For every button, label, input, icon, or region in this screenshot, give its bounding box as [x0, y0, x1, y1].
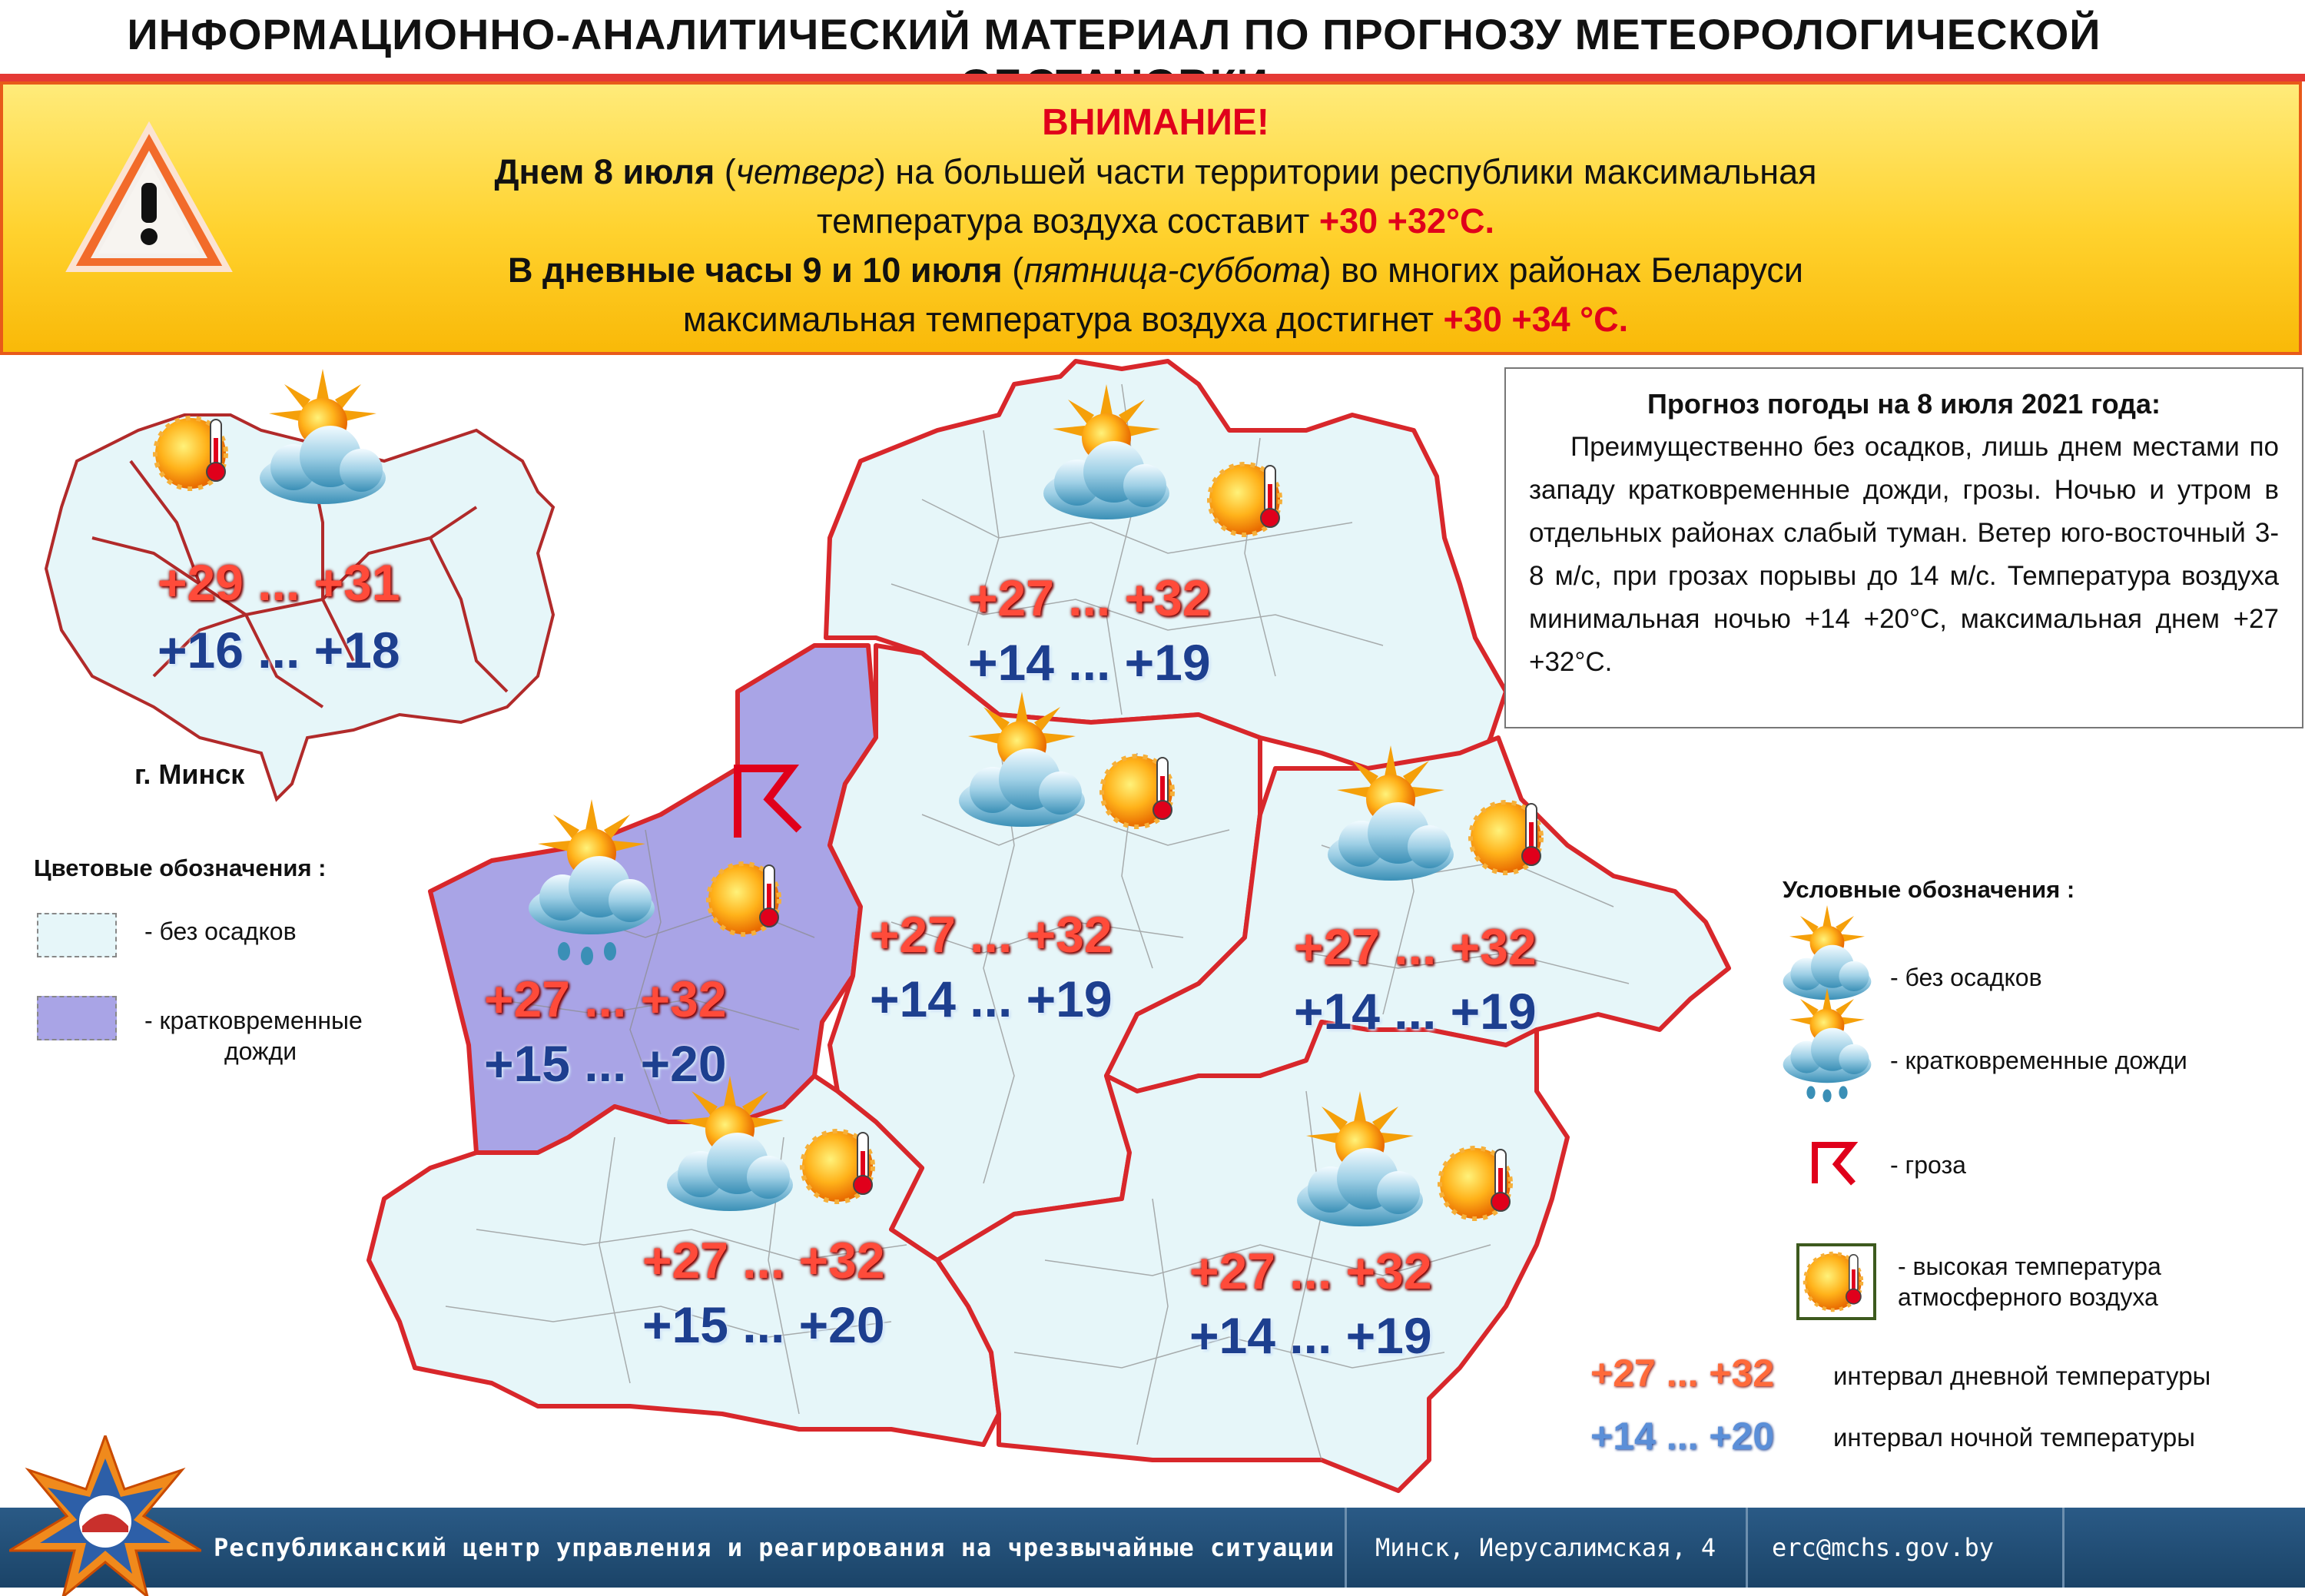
symbol-heat-label-2: атмосферного воздуха [1898, 1283, 2158, 1311]
footer-divider [2062, 1508, 2065, 1588]
symbol-thunder-label: - гроза [1890, 1151, 1966, 1179]
footer-divider [1345, 1508, 1347, 1588]
vitebsk-night-temp: +14 ... +19 [968, 634, 1211, 691]
emergency-emblem-icon [9, 1435, 201, 1596]
warning-line-3: В дневные часы 9 и 10 июля (пятница-субб… [507, 251, 1804, 290]
footer-organization: Республиканский центр управления и реаги… [214, 1533, 1335, 1562]
symbol-short-rain-label: - кратковременные дожди [1890, 1047, 2187, 1074]
minsk-label: г. Минск [134, 758, 245, 790]
high-temp-icon [708, 864, 779, 934]
no-precip-swatch [37, 913, 117, 957]
no-precip-label: - без осадков [144, 917, 297, 945]
legend-night-temp-label: интервал ночной температуры [1833, 1423, 2195, 1452]
footer-divider [1746, 1508, 1748, 1588]
footer-bar: Республиканский центр управления и реаги… [0, 1508, 2305, 1588]
high-temp-icon [155, 418, 226, 489]
gomel-day-temp: +27 ... +32 [1189, 1243, 1432, 1299]
warning-line-1: Днем 8 июля (четверг) на большей части т… [494, 152, 1817, 191]
minsk-region-day-temp: +27 ... +32 [870, 906, 1113, 963]
forecast-body: Преимущественно без осадков, лишь днем м… [1529, 432, 2279, 677]
mogilev-day-temp: +27 ... +32 [1294, 918, 1537, 975]
warning-line-4: максимальная температура воздуха достигн… [682, 300, 1629, 339]
gomel-night-temp: +14 ... +19 [1189, 1307, 1432, 1364]
grodno-day-temp: +27 ... +32 [484, 971, 727, 1027]
legend-day-temp-example: +27 ... +32 [1590, 1352, 1775, 1395]
high-temp-icon [1209, 464, 1280, 535]
symbol-heat-label-1: - высокая температура [1898, 1253, 2161, 1280]
warning-line-2: температура воздуха составит +30 +32°С. [816, 201, 1495, 241]
high-temp-icon [1102, 756, 1172, 827]
legend-sun-cloud-rain-icon [1783, 988, 1872, 1103]
symbol-legend-title: Условные обозначения : [1783, 876, 2075, 903]
thunderbolt-icon [734, 765, 802, 838]
warning-triangle-icon [65, 121, 233, 272]
footer-address: Минск, Иерусалимская, 4 [1375, 1533, 1716, 1562]
minsk-inset-map [44, 413, 556, 802]
brest-day-temp: +27 ... +32 [642, 1232, 885, 1289]
color-legend-title: Цветовые обозначения : [34, 854, 327, 881]
forecast-box: Прогноз погоды на 8 июля 2021 года: Преи… [1504, 367, 2303, 728]
legend-sun-cloud-icon [1783, 905, 1872, 1000]
symbol-no-precip-label: - без осадков [1890, 964, 2042, 991]
warning-heading: ВНИМАНИЕ! [1042, 102, 1269, 143]
short-rain-swatch [37, 996, 117, 1040]
minsk-night-temp: +16 ... +18 [158, 622, 400, 679]
warning-banner: ВНИМАНИЕ! Днем 8 июля (четверг) на больш… [0, 81, 2302, 355]
thunderbolt-legend-icon [1812, 1142, 1859, 1186]
map-regions [366, 359, 1731, 1493]
mogilev-night-temp: +14 ... +19 [1294, 983, 1537, 1040]
legend-high-temp-icon [1796, 1243, 1876, 1320]
legend-day-temp-label: интервал дневной температуры [1833, 1362, 2211, 1390]
high-temp-icon [802, 1131, 873, 1202]
minsk-day-temp: +29 ... +31 [158, 554, 400, 611]
short-rain-label-1: - кратковременные [144, 1007, 363, 1034]
legend-night-temp-example: +14 ... +20 [1590, 1415, 1775, 1458]
belarus-map [44, 359, 1876, 1493]
brest-night-temp: +15 ... +20 [642, 1296, 885, 1353]
vitebsk-day-temp: +27 ... +32 [968, 569, 1211, 626]
high-temp-icon [1440, 1148, 1511, 1219]
title-divider [0, 74, 2305, 81]
grodno-night-temp: +15 ... +20 [484, 1035, 727, 1092]
minsk-region-night-temp: +14 ... +19 [870, 971, 1113, 1027]
short-rain-label-2: дожди [224, 1037, 297, 1065]
region-gomel [935, 1020, 1570, 1493]
warning-text: ВНИМАНИЕ! Днем 8 июля (четверг) на больш… [272, 98, 2039, 344]
forecast-title: Прогноз погоды на 8 июля 2021 года: [1647, 388, 2161, 420]
footer-email[interactable]: erc@mchs.gov.by [1772, 1533, 1994, 1562]
high-temp-icon [1471, 802, 1541, 873]
sun-cloud-rain-icon [529, 799, 655, 965]
